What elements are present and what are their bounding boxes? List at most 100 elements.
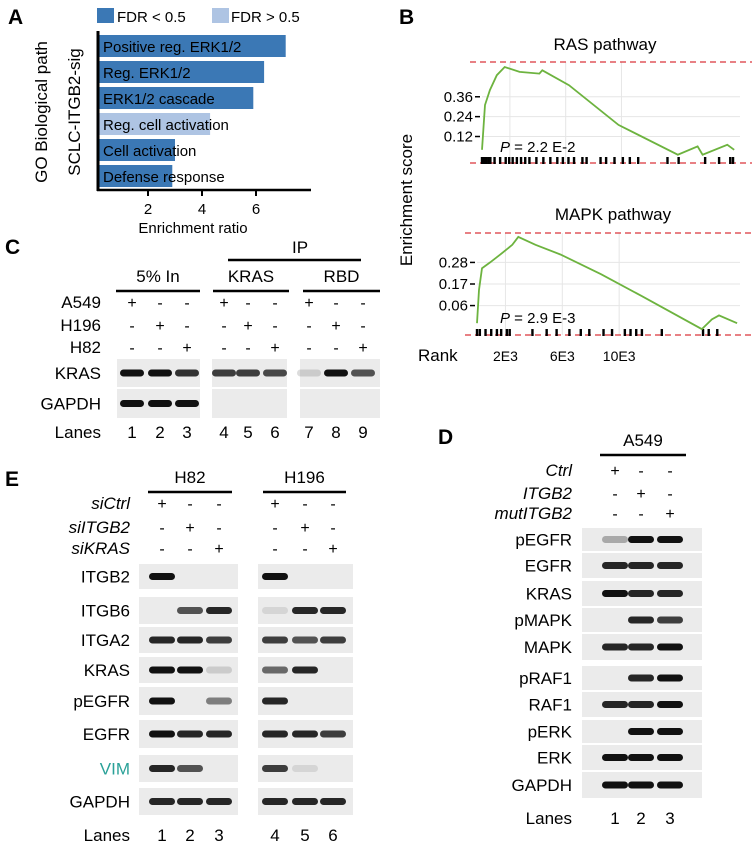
condition-sign: - <box>272 541 277 558</box>
blot-band <box>177 798 203 805</box>
bar-label: Positive reg. ERK1/2 <box>103 39 241 56</box>
ras-enrichment-plot: 0.36 0.24 0.12 <box>444 61 752 164</box>
condition-sign: - <box>187 541 192 558</box>
hit-mark <box>716 329 719 336</box>
condition-sign: - <box>306 318 311 335</box>
group-header: H82 <box>174 468 205 487</box>
blot-band <box>320 798 346 805</box>
blot-band <box>175 400 199 407</box>
condition-sign: + <box>155 318 164 335</box>
condition-sign: + <box>270 496 279 513</box>
blot-band <box>292 636 318 644</box>
condition-sign: - <box>216 496 221 513</box>
bar <box>99 61 265 83</box>
hit-mark <box>535 157 538 164</box>
condition-sign: - <box>638 506 643 523</box>
bar <box>99 165 173 187</box>
bar-label: Reg. ERK1/2 <box>103 65 191 82</box>
lane-number: 6 <box>328 826 337 845</box>
blot-band <box>206 798 232 805</box>
hit-mark <box>567 157 570 164</box>
blot-band <box>206 636 232 644</box>
condition-sign: - <box>221 318 226 335</box>
blot-band <box>292 798 318 805</box>
bar-label: Defense response <box>103 169 225 186</box>
legend-swatch-fdr-low <box>97 8 114 23</box>
hit-mark <box>666 157 669 164</box>
x-axis-ticks: 2 4 6 <box>144 190 260 218</box>
blot-band <box>262 730 288 738</box>
hit-mark <box>498 157 502 164</box>
hit-mark <box>660 329 664 336</box>
ras-plot-title: RAS pathway <box>554 35 657 54</box>
y-tick-label: 0.36 <box>444 89 473 106</box>
blot-row-label: VIM <box>100 760 130 779</box>
lanes-label: Lanes <box>84 826 130 845</box>
blot-band <box>120 369 144 377</box>
condition-sign: + <box>328 541 337 558</box>
blot-band <box>262 666 288 674</box>
hit-mark <box>515 157 519 164</box>
blot-band <box>149 666 175 674</box>
hit-mark <box>572 157 576 164</box>
condition-sign: - <box>302 541 307 558</box>
blot-band <box>148 369 172 377</box>
blot-band <box>263 369 287 377</box>
y-axis-label-line1: GO Biological path <box>32 41 51 183</box>
condition-sign: + <box>214 541 223 558</box>
hit-mark <box>636 157 640 164</box>
condition-sign: - <box>330 496 335 513</box>
blot-band <box>602 754 628 761</box>
blot-band <box>628 643 654 651</box>
condition-sign: + <box>182 340 191 357</box>
lane-number: 2 <box>185 826 194 845</box>
blot-row-label: MAPK <box>524 638 573 657</box>
panel-c-letter: C <box>5 236 20 259</box>
condition-sign: + <box>219 295 228 312</box>
blot-band <box>149 636 175 644</box>
blot-band <box>628 728 654 735</box>
condition-sign: - <box>157 340 162 357</box>
condition-sign: + <box>157 496 166 513</box>
condition-sign: - <box>272 520 277 537</box>
condition-sign: - <box>272 318 277 335</box>
condition-sign: - <box>245 295 250 312</box>
lane-number: 4 <box>219 423 228 442</box>
panel-d: D A549 Ctrl + - - ITGB2 - + - mutITGB2 - - + pEGFR EGF… <box>438 426 702 828</box>
lane-number: 3 <box>214 826 223 845</box>
blot-row-label: RAF1 <box>529 696 572 715</box>
lane-number: 1 <box>157 826 166 845</box>
lane-number: 5 <box>243 423 252 442</box>
hit-mark <box>508 329 511 336</box>
condition-sign: - <box>221 340 226 357</box>
hit-mark <box>588 329 591 336</box>
blot-band <box>297 369 321 377</box>
hit-mark <box>640 329 644 336</box>
mapk-p-value: P = 2.9 E-3 <box>500 310 575 327</box>
blot-band <box>177 666 203 674</box>
legend-swatch-fdr-high <box>212 8 229 23</box>
blot-band <box>206 697 232 705</box>
hit-mark <box>478 329 482 336</box>
blot-membrane <box>300 389 380 418</box>
bar <box>99 113 211 135</box>
blot-row-label: pEGFR <box>515 531 572 550</box>
legend-label-fdr-low: FDR < 0.5 <box>117 9 186 26</box>
lane-number: 8 <box>331 423 340 442</box>
y-tick-label: 0.24 <box>444 109 473 126</box>
panel-e-letter: E <box>5 468 19 491</box>
blot-row-label: GAPDH <box>41 395 101 414</box>
blot-row-label: EGFR <box>83 725 130 744</box>
ras-p-value: P = 2.2 E-2 <box>500 139 575 156</box>
panel-b: B Enrichment score RAS pathway MAPK path… <box>397 6 752 365</box>
legend-label-fdr-high: FDR > 0.5 <box>231 9 300 26</box>
y-tick-label: 0.12 <box>444 129 473 146</box>
condition-sign: - <box>184 318 189 335</box>
hit-mark <box>528 157 531 164</box>
hit-mark <box>542 157 545 164</box>
lane-number: 2 <box>155 423 164 442</box>
x-tick-label: 2 <box>144 201 152 218</box>
hit-mark <box>621 157 625 164</box>
blot-band <box>657 781 683 789</box>
